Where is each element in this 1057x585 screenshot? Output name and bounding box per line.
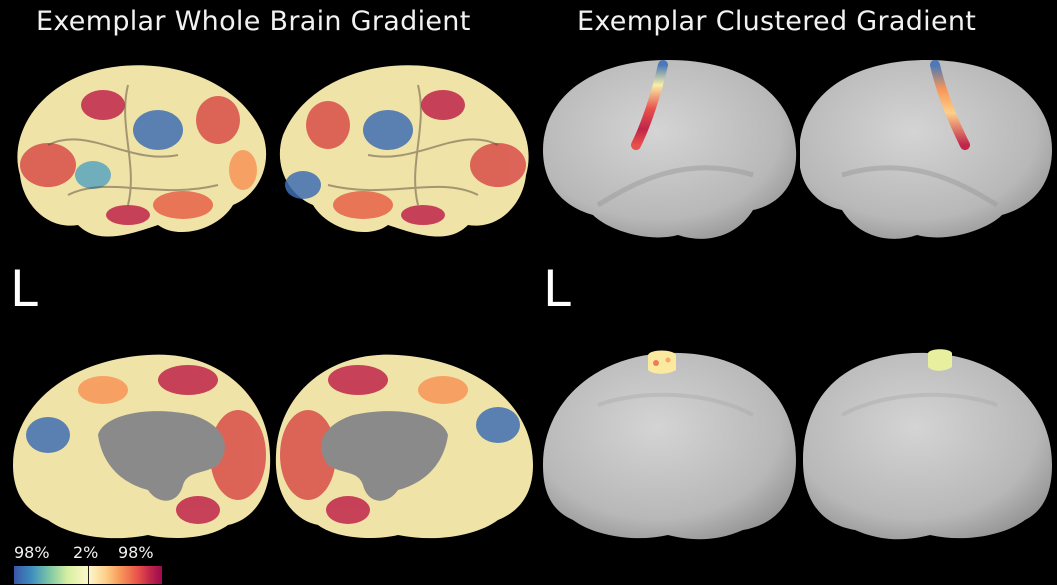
title-clustered: Exemplar Clustered Gradient	[577, 6, 977, 37]
brain-lateral-left-clustered	[543, 60, 797, 239]
brain-lateral-right-whole	[279, 65, 529, 237]
hemisphere-label-left: L	[10, 260, 38, 318]
colorbar-center-tick	[88, 566, 89, 584]
brain-medial-left-whole	[13, 354, 271, 539]
brain-medial-right-clustered	[803, 349, 1052, 540]
brain-medial-right-whole	[275, 354, 533, 539]
colorbar-label-high: 98%	[118, 543, 154, 562]
hemisphere-label-right: L	[543, 260, 571, 318]
brain-medial-left-clustered	[543, 350, 796, 540]
brain-lateral-left-whole	[17, 65, 267, 237]
colorbar-label-low: 98%	[14, 543, 50, 562]
title-whole-brain: Exemplar Whole Brain Gradient	[36, 6, 471, 37]
colorbar-label-mid: 2%	[73, 543, 99, 562]
brain-lateral-right-clustered	[800, 60, 1052, 239]
